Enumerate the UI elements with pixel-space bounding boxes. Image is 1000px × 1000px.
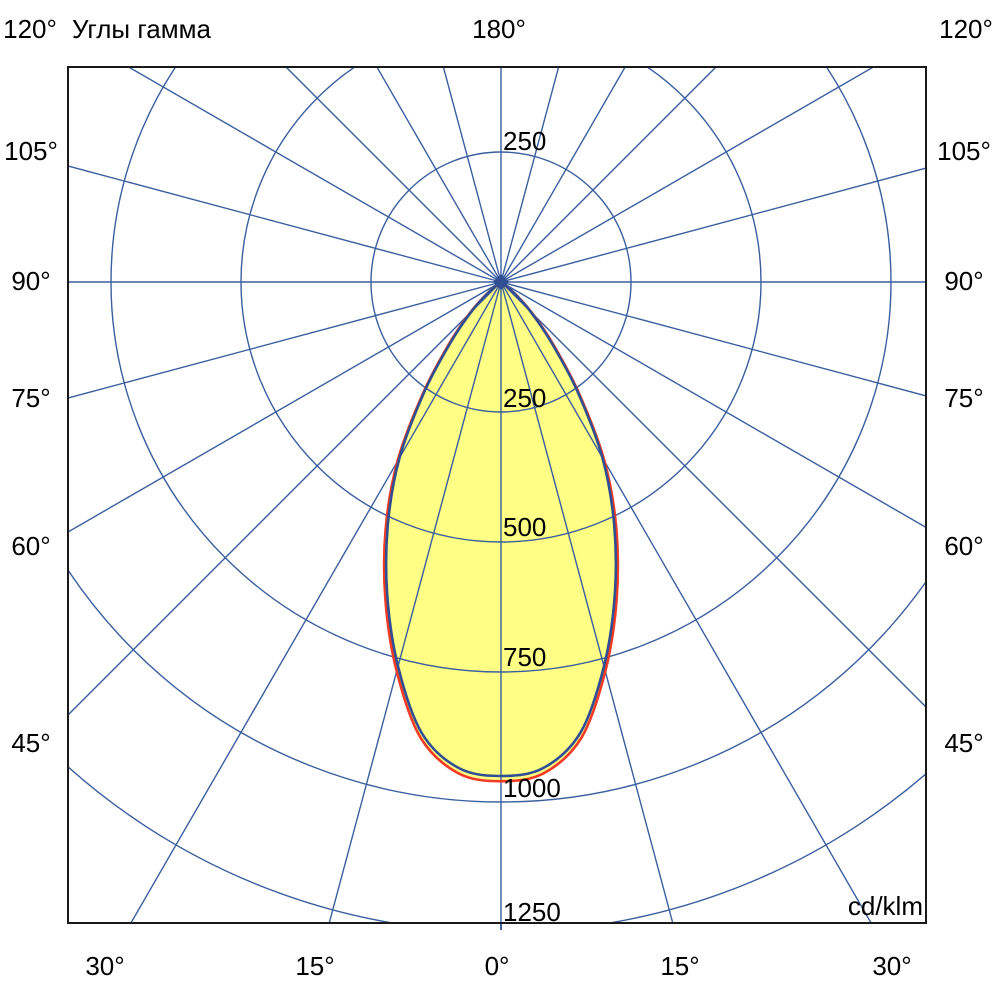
gamma-corner-label-right: 120° (939, 14, 993, 44)
grid-ray (130, 281, 502, 922)
gamma-corner-label-left: 120° (3, 14, 57, 44)
grid-ray (128, 68, 502, 283)
gamma-angle-label-bottom: 0° (485, 951, 510, 981)
grid-ray (69, 281, 502, 399)
intensity-ring-label: 1000 (503, 773, 561, 803)
gamma-angle-label-left: 90° (11, 266, 50, 296)
grid-ray (69, 281, 502, 715)
gamma-angle-label-right: 75° (944, 383, 983, 413)
gamma-angle-label-left: 45° (11, 728, 50, 758)
grid-ray (500, 68, 626, 283)
plot-border (67, 66, 927, 924)
grid-ray (500, 281, 872, 922)
grid-ray (500, 281, 674, 922)
gamma-angle-label-right: 45° (944, 728, 983, 758)
intensity-ring-label: 750 (503, 642, 546, 672)
gamma-angle-label-right: 60° (944, 531, 983, 561)
gamma-top-label: 180° (472, 14, 526, 44)
gamma-angle-label-bottom: 30° (85, 951, 124, 981)
intensity-ring-label: 250 (503, 126, 546, 156)
gamma-angle-label-left: 75° (11, 383, 50, 413)
grid-ray (500, 68, 560, 283)
grid-ray (442, 68, 502, 283)
grid-ray (500, 167, 925, 283)
grid-ray (500, 68, 874, 283)
intensity-ring-label: 1250 (503, 897, 561, 927)
chart-title: Углы гамма (72, 14, 211, 44)
grid-ray (500, 281, 925, 707)
grid-ray (69, 281, 502, 533)
grid-ray (286, 68, 502, 283)
gamma-angle-label-left: 105° (4, 136, 58, 166)
gamma-angle-label-bottom: 30° (872, 951, 911, 981)
grid-ray (500, 281, 925, 528)
pole-marker (493, 274, 509, 290)
grid-ray (376, 68, 502, 283)
grid-ray (500, 281, 925, 397)
intensity-ring-label: 250 (503, 383, 546, 413)
gamma-angle-label-bottom: 15° (295, 951, 334, 981)
gamma-angle-label-right: 90° (944, 266, 983, 296)
intensity-curve-c90 (384, 280, 618, 778)
intensity-ring-label: 500 (503, 512, 546, 542)
grid-ray (328, 281, 502, 922)
gamma-angle-label-bottom: 15° (660, 951, 699, 981)
grid-ray (500, 68, 716, 283)
gamma-angle-label-right: 105° (937, 136, 991, 166)
unit-label: cd/klm (848, 891, 923, 921)
gamma-angle-label-left: 60° (11, 531, 50, 561)
grid-ray (69, 165, 502, 283)
